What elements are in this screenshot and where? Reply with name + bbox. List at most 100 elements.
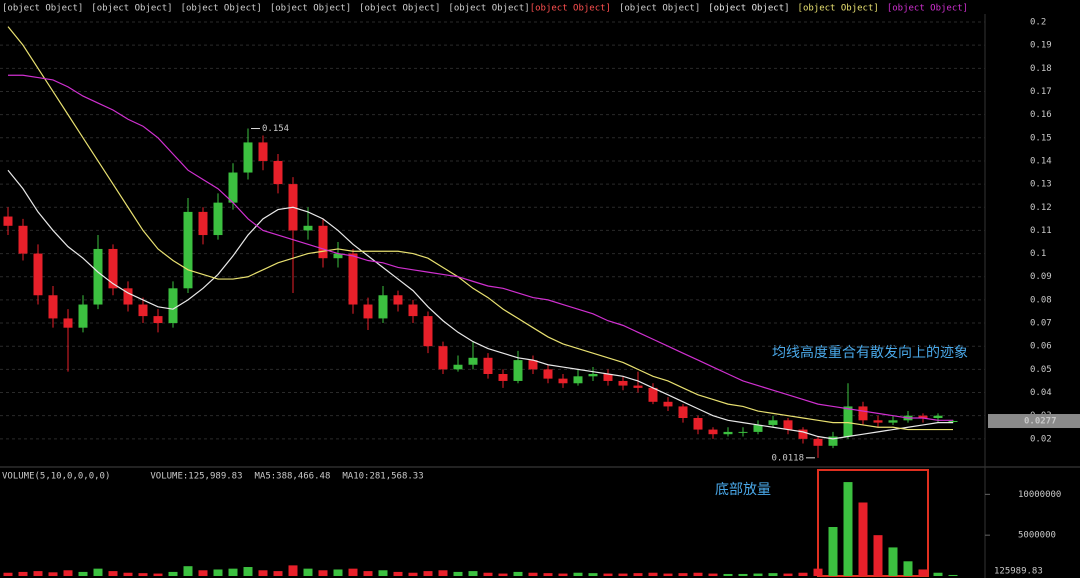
candle-body xyxy=(798,429,808,439)
candle-body xyxy=(348,253,358,305)
volume-bar xyxy=(528,572,538,576)
annotation: 底部放量 xyxy=(715,482,771,498)
volume-bar xyxy=(48,572,58,576)
candle-body xyxy=(843,406,853,437)
volume-bar xyxy=(183,566,193,576)
candle-body xyxy=(453,364,463,370)
max-label: 0.154 xyxy=(262,124,289,134)
volume-bar xyxy=(363,571,373,576)
volume-bar xyxy=(768,573,778,576)
volume-bar xyxy=(723,573,733,576)
min-label: 0.0118 xyxy=(771,453,804,463)
header-item: [object Object] xyxy=(448,4,529,14)
header-item: [object Object] xyxy=(708,4,789,14)
volume-bar xyxy=(663,573,673,576)
y-tick-label: 10000000 xyxy=(1018,490,1061,500)
volume-bar xyxy=(918,569,928,576)
legend-item: MA10:281,568.33 xyxy=(342,472,423,482)
y-tick-label: 0.08 xyxy=(1030,295,1052,305)
volume-bar xyxy=(243,567,253,576)
candle-body xyxy=(513,360,523,381)
candle-body xyxy=(213,202,223,236)
volume-bar xyxy=(348,568,358,576)
ma-line xyxy=(7,26,953,431)
volume-bar xyxy=(273,571,283,576)
volume-bar xyxy=(828,527,838,576)
candle-body xyxy=(3,216,13,226)
volume-bar xyxy=(753,573,763,576)
candle-body xyxy=(948,421,958,423)
volume-bar xyxy=(888,547,898,576)
candle-body xyxy=(828,436,838,446)
candle-body xyxy=(168,288,178,324)
candle-body xyxy=(228,172,238,203)
candle-body xyxy=(258,142,268,161)
volume-bar xyxy=(513,571,523,576)
candle-body xyxy=(738,431,748,433)
volume-bar xyxy=(483,572,493,576)
candle-body xyxy=(618,380,628,386)
volume-bar xyxy=(633,573,643,576)
price-tag xyxy=(988,414,1080,429)
y-tick-label: 5000000 xyxy=(1018,531,1056,541)
candle-body xyxy=(753,424,763,432)
candle-body xyxy=(768,420,778,425)
volume-bar xyxy=(498,573,508,576)
candle-body xyxy=(363,304,373,319)
candle-body xyxy=(558,378,568,384)
y-tick-label: 0.12 xyxy=(1030,203,1052,213)
header-item: [object Object] xyxy=(619,4,700,14)
volume-bar xyxy=(198,570,208,576)
ma-line xyxy=(8,74,953,421)
candle-body xyxy=(333,253,343,259)
y-tick-label: 0.05 xyxy=(1030,365,1052,375)
candle-body xyxy=(18,225,28,254)
candle-body xyxy=(783,420,793,430)
candle-body xyxy=(573,376,583,384)
y-tick-label: 0.16 xyxy=(1030,110,1052,120)
volume-bar xyxy=(783,573,793,576)
legend-item: VOLUME(5,10,0,0,0,0) xyxy=(2,472,110,482)
volume-bar xyxy=(213,569,223,576)
volume-bar xyxy=(438,570,448,576)
volume-bar xyxy=(573,572,583,576)
y-tick-label: 0.18 xyxy=(1030,64,1052,74)
volume-bar xyxy=(93,568,103,576)
legend-item: MA5:388,466.48 xyxy=(255,472,331,482)
price-tag-label: 0.0277 xyxy=(1024,417,1057,427)
candle-body xyxy=(483,357,493,374)
volume-bar xyxy=(228,568,238,576)
candle-body xyxy=(528,360,538,370)
candle-body xyxy=(273,160,283,185)
volume-bar xyxy=(123,572,133,576)
volume-bar xyxy=(813,568,823,576)
volume-bar xyxy=(798,572,808,576)
y-tick-label: 0.1 xyxy=(1030,249,1046,259)
volume-bar xyxy=(678,573,688,576)
volume-bar xyxy=(63,570,73,576)
candle-body xyxy=(678,406,688,418)
y-tick-label: 0.02 xyxy=(1030,434,1052,444)
volume-bar xyxy=(468,571,478,576)
volume-bar xyxy=(18,571,28,576)
candle-body xyxy=(648,387,658,402)
volume-bar xyxy=(3,572,13,576)
volume-bar xyxy=(138,573,148,576)
candle-body xyxy=(663,401,673,407)
candle-body xyxy=(393,295,403,305)
annotation: 均线高度重合有散发向上的迹象 xyxy=(772,344,968,361)
volume-bar xyxy=(903,561,913,576)
candle-body xyxy=(408,304,418,317)
candle-body xyxy=(63,318,73,328)
candle-body xyxy=(198,211,208,236)
candle-body xyxy=(153,316,163,324)
candle-body xyxy=(468,357,478,365)
y-tick-label: 0.15 xyxy=(1030,133,1052,143)
candle-body xyxy=(603,374,613,381)
candle-body xyxy=(123,288,133,305)
candle-body xyxy=(933,415,943,418)
legend-item: VOLUME:125,989.83 xyxy=(150,472,242,482)
candle-body xyxy=(423,316,433,347)
